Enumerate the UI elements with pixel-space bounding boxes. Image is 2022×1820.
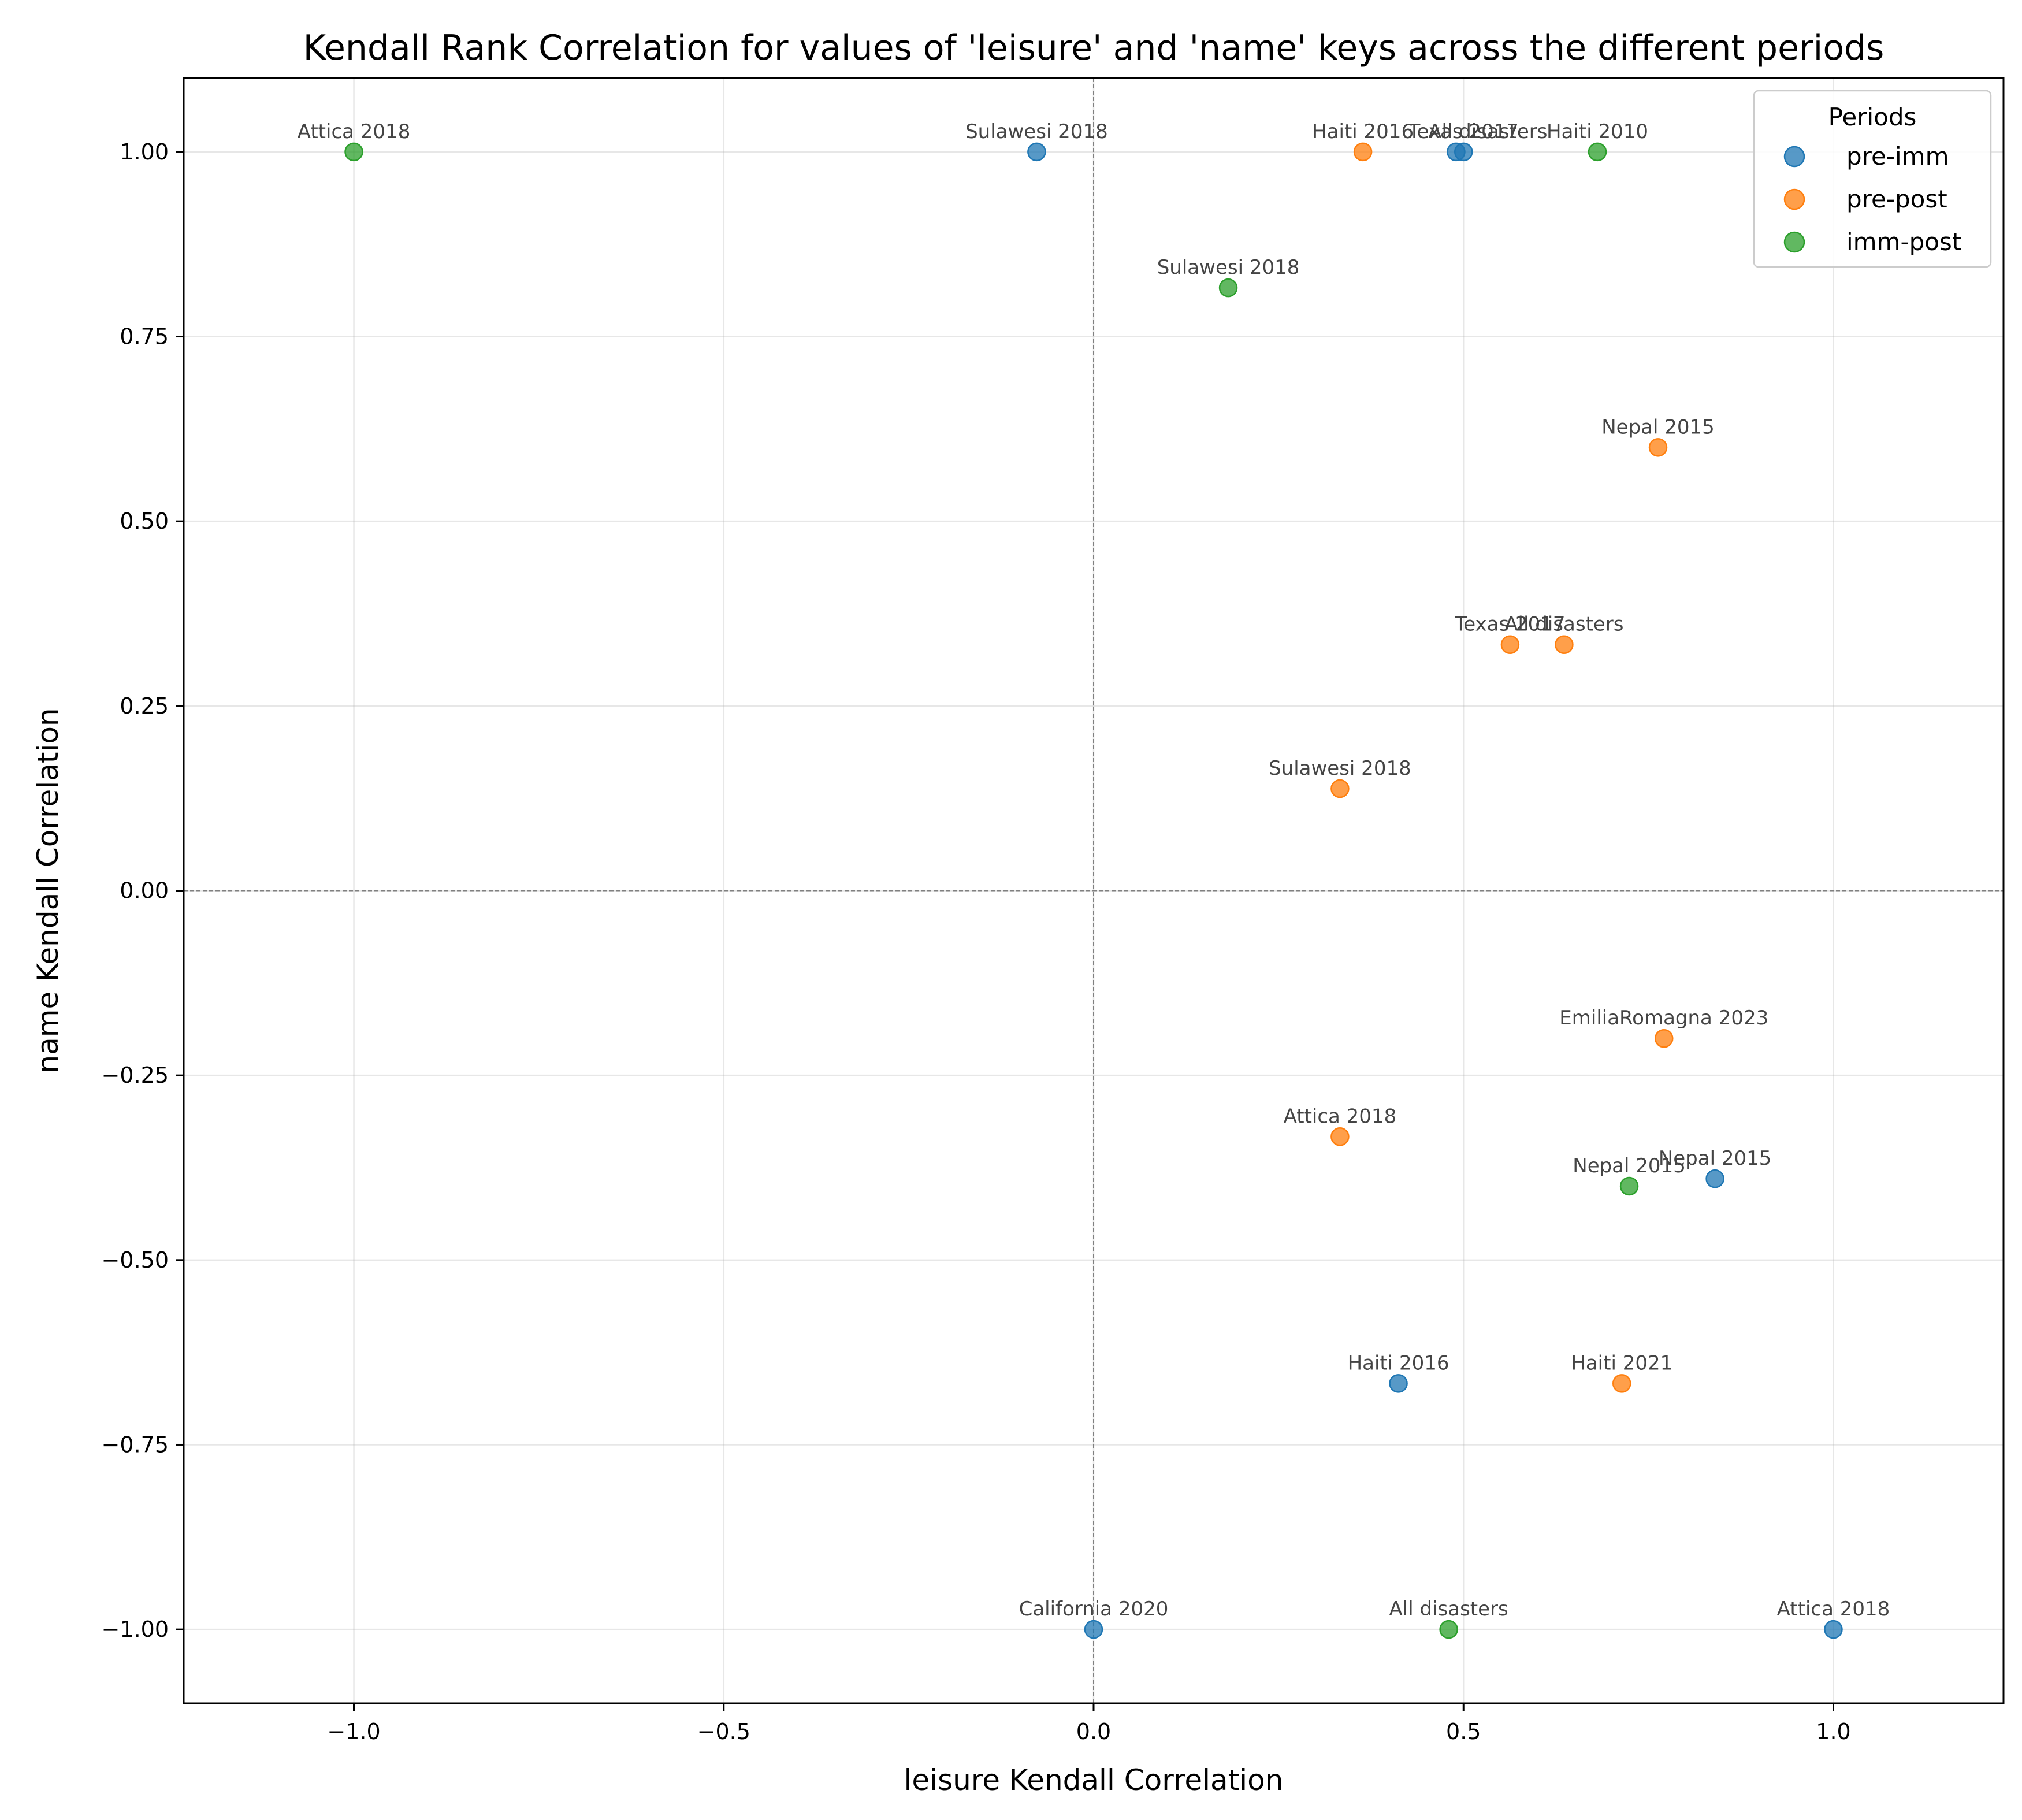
data-point-pre-post — [1555, 635, 1574, 654]
point-label: Haiti 2016 — [1312, 120, 1414, 143]
point-label: Nepal 2015 — [1601, 415, 1715, 439]
data-point-pre-imm — [1705, 1169, 1724, 1188]
data-point-pre-imm — [1824, 1620, 1843, 1639]
y-tick-label: −0.25 — [102, 1063, 169, 1088]
x-tick-label: 0.5 — [1446, 1719, 1481, 1744]
legend-marker-pre-post — [1783, 188, 1805, 210]
point-label: Haiti 2010 — [1547, 120, 1648, 143]
chart-title: Kendall Rank Correlation for values of '… — [303, 28, 1885, 68]
point-label: Nepal 2015 — [1659, 1147, 1772, 1170]
data-point-pre-imm — [1389, 1374, 1408, 1393]
data-point-imm-post — [1619, 1176, 1639, 1196]
legend-entry-imm-post: imm-post — [1846, 228, 1961, 256]
y-tick-label: −0.50 — [102, 1247, 169, 1273]
data-point-pre-post — [1612, 1374, 1631, 1393]
y-tick-label: −0.75 — [102, 1432, 169, 1457]
data-point-imm-post — [344, 142, 363, 162]
x-tick-label: −0.5 — [697, 1719, 750, 1744]
y-tick-label: 0.50 — [120, 508, 169, 534]
y-tick-label: 0.25 — [120, 693, 169, 719]
data-point-pre-post — [1500, 635, 1520, 654]
point-label: Attica 2018 — [298, 120, 411, 143]
data-point-pre-post — [1330, 1127, 1350, 1146]
data-point-imm-post — [1588, 142, 1607, 162]
point-label: All disasters — [1389, 1598, 1508, 1621]
axis-ticks: −1.0 −0.5 0.0 0.5 1.0 −1.00 −0.75 −0.50 −0.25 0.0… — [102, 139, 1851, 1744]
data-points — [344, 142, 1843, 1639]
y-tick-label: −1.00 — [102, 1617, 169, 1642]
legend-title: Periods — [1828, 103, 1917, 131]
legend-box — [1753, 90, 1992, 268]
data-point-pre-post — [1648, 438, 1668, 457]
point-labels: Sulawesi 2018 Texas 2017 Nepal 2015 Haiti 2… — [298, 120, 1890, 1621]
y-tick-label: 1.00 — [120, 139, 169, 165]
legend-entry-pre-post: pre-post — [1846, 185, 1947, 213]
x-axis-label: leisure Kendall Correlation — [904, 1763, 1284, 1797]
point-label: Haiti 2021 — [1571, 1351, 1672, 1375]
y-axis-label: name Kendall Correlation — [31, 708, 65, 1073]
point-label: EmiliaRomagna 2023 — [1559, 1006, 1768, 1030]
point-label: Sulawesi 2018 — [1269, 757, 1411, 780]
point-label: Sulawesi 2018 — [1157, 256, 1300, 279]
data-point-imm-post — [1439, 1620, 1458, 1639]
y-tick-label: 0.00 — [120, 878, 169, 904]
reference-lines — [184, 78, 2004, 1703]
point-label: Texas 2017 — [1454, 613, 1565, 636]
x-tick-label: 1.0 — [1816, 1719, 1850, 1744]
x-tick-label: 0.0 — [1076, 1719, 1111, 1744]
data-point-pre-post — [1353, 142, 1373, 162]
point-label: Texas 2017 — [1408, 120, 1519, 143]
legend: Periods pre-imm pre-post imm-post — [1753, 90, 1992, 268]
point-label: Haiti 2016 — [1348, 1351, 1449, 1375]
point-label: All disasters — [1504, 613, 1623, 636]
legend-entry-pre-imm: pre-imm — [1846, 142, 1949, 170]
x-tick-label: −1.0 — [327, 1719, 380, 1744]
data-point-pre-post — [1330, 779, 1350, 798]
data-point-pre-post — [1655, 1028, 1674, 1048]
data-point-imm-post — [1218, 278, 1238, 298]
point-label: Nepal 2015 — [1573, 1154, 1686, 1178]
point-label: Attica 2018 — [1284, 1105, 1397, 1128]
legend-marker-pre-imm — [1783, 146, 1805, 168]
y-tick-label: 0.75 — [120, 324, 169, 350]
data-point-pre-imm — [1447, 142, 1466, 162]
point-label: Attica 2018 — [1777, 1598, 1890, 1621]
point-label: Sulawesi 2018 — [965, 120, 1108, 143]
point-label: California 2020 — [1019, 1598, 1169, 1621]
data-point-pre-imm — [1027, 142, 1046, 162]
point-label: All disasters — [1428, 120, 1547, 143]
data-point-pre-imm — [1084, 1620, 1103, 1639]
legend-marker-imm-post — [1783, 231, 1805, 253]
